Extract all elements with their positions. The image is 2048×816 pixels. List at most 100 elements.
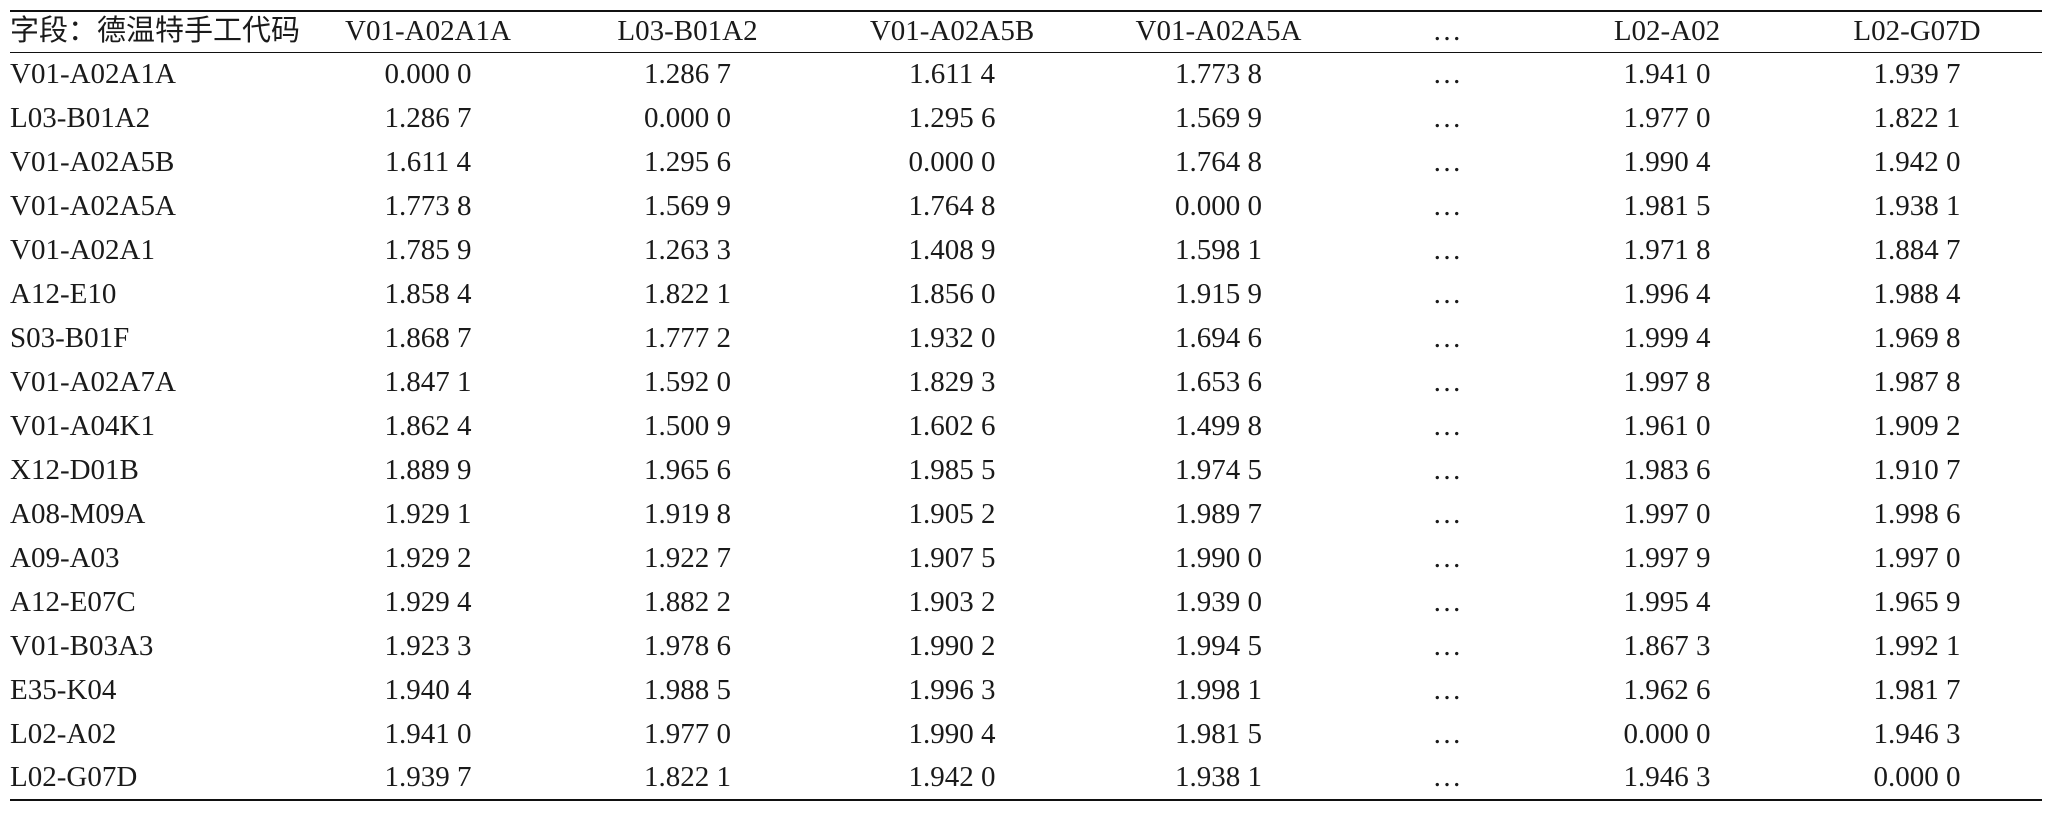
table-cell: 0.000 0 [1175, 189, 1262, 222]
table-cell: … [1432, 409, 1462, 442]
table-cell: 1.862 4 [384, 409, 472, 442]
table-row: A08-M09A 1.929 1 1.919 8 1.905 2 1.989 7 … 1.9… [10, 492, 2042, 536]
row-label: X12-D01B [10, 453, 139, 486]
table-row: X12-D01B 1.889 9 1.965 6 1.985 5 1.974 5 … 1.9… [10, 448, 2042, 492]
table-cell: 1.998 6 [1873, 497, 1961, 530]
table-cell: 1.996 4 [1623, 277, 1711, 310]
table-cell: 1.905 2 [908, 497, 996, 530]
table-cell: 1.785 9 [384, 233, 472, 266]
table-cell: 1.987 8 [1873, 365, 1961, 398]
table-cell: 1.903 2 [908, 585, 996, 618]
table-cell: 1.965 9 [1873, 585, 1961, 618]
header-row: 字段：德温特手工代码 V01-A02A1A L03-B01A2 V01-A02A5B… [10, 10, 2042, 53]
table-row: V01-A02A7A 1.847 1 1.592 0 1.829 3 1.653 6 … 1… [10, 360, 2042, 404]
column-header: V01-A02A1A [300, 10, 556, 53]
table-cell: 1.997 0 [1623, 497, 1711, 530]
table-cell: 1.773 8 [384, 189, 472, 222]
column-header: … [1352, 10, 1542, 53]
table-cell: … [1432, 321, 1462, 354]
table-row: E35-K04 1.940 4 1.988 5 1.996 3 1.998 1 … 1.96… [10, 668, 2042, 712]
table-cell: … [1432, 189, 1462, 222]
table-cell: 1.939 7 [300, 756, 556, 801]
table-cell: 1.994 5 [1175, 629, 1262, 662]
table-cell: 1.909 2 [1873, 409, 1961, 442]
table-cell: 1.856 0 [908, 277, 996, 310]
table-cell: 1.822 1 [644, 277, 731, 310]
table-cell: 1.992 1 [1873, 629, 1961, 662]
table-cell: 1.941 0 [384, 717, 472, 750]
table-row: V01-A02A1 1.785 9 1.263 3 1.408 9 1.598 1 … 1.… [10, 228, 2042, 272]
table-cell: 0.000 0 [644, 101, 731, 134]
table-cell: … [1432, 717, 1462, 750]
table-cell: 1.569 9 [1175, 101, 1262, 134]
table-row: V01-A02A5B 1.611 4 1.295 6 0.000 0 1.764 8 … 1… [10, 140, 2042, 184]
table-cell: … [1432, 497, 1462, 530]
table-cell: 1.941 0 [1623, 57, 1711, 90]
table-cell: 1.929 1 [384, 497, 472, 530]
table-cell: 1.868 7 [384, 321, 472, 354]
table-cell: 1.929 4 [384, 585, 472, 618]
table-cell: … [1432, 233, 1462, 266]
table-cell: 1.829 3 [908, 365, 996, 398]
row-label: V01-A02A7A [10, 365, 176, 398]
table-cell: 1.938 1 [1085, 756, 1352, 801]
table-cell: 1.500 9 [644, 409, 731, 442]
table-cell: 1.923 3 [384, 629, 472, 662]
table-cell: 1.977 0 [1623, 101, 1711, 134]
table-cell: 1.990 2 [908, 629, 996, 662]
table-cell: … [1432, 629, 1462, 662]
table-row: A12-E07C 1.929 4 1.882 2 1.903 2 1.939 0 … 1.9… [10, 580, 2042, 624]
table-cell: 1.965 6 [644, 453, 731, 486]
table-cell: 1.764 8 [1175, 145, 1262, 178]
table-cell: 1.974 5 [1175, 453, 1262, 486]
table-cell: 1.942 0 [1873, 145, 1961, 178]
table-cell: 1.985 5 [908, 453, 996, 486]
table-cell: 1.981 5 [1175, 717, 1262, 750]
row-label: A08-M09A [10, 497, 146, 530]
table-cell: 1.295 6 [908, 101, 996, 134]
table-cell: 1.997 8 [1623, 365, 1711, 398]
table-cell: 1.962 6 [1623, 673, 1711, 706]
table-body: V01-A02A1A 0.000 0 1.286 7 1.611 4 1.773 8… 1… [10, 52, 2042, 801]
table-cell: 1.939 7 [1873, 57, 1961, 90]
table-cell: 1.977 0 [644, 717, 731, 750]
row-label: A09-A03 [10, 541, 120, 574]
table-cell: … [1432, 101, 1462, 134]
table-cell: 1.867 3 [1623, 629, 1711, 662]
table-cell: 1.847 1 [384, 365, 472, 398]
table-cell: 1.997 9 [1623, 541, 1711, 574]
table-cell: 1.907 5 [908, 541, 996, 574]
table-cell: 1.942 0 [819, 756, 1085, 801]
table-cell: 1.990 4 [1623, 145, 1711, 178]
table-cell: 1.611 4 [909, 57, 995, 90]
table-row: V01-A02A5A 1.773 8 1.569 9 1.764 8 0.000 0 … 1… [10, 184, 2042, 228]
row-label: V01-A02A1 [10, 233, 155, 266]
row-label: V01-A02A5A [10, 189, 176, 222]
table-cell: 0.000 0 [1623, 717, 1711, 750]
table-cell: 1.694 6 [1175, 321, 1262, 354]
table-cell: 1.939 0 [1175, 585, 1262, 618]
table-cell: 1.263 3 [644, 233, 731, 266]
table-cell: … [1432, 57, 1462, 90]
row-label: V01-B03A3 [10, 629, 154, 662]
table-cell: 1.995 4 [1623, 585, 1711, 618]
table-cell: 1.611 4 [385, 145, 471, 178]
table-cell: … [1432, 145, 1462, 178]
table-cell: 1.919 8 [644, 497, 731, 530]
table-cell: 1.653 6 [1175, 365, 1262, 398]
table-cell: 1.990 0 [1175, 541, 1262, 574]
distance-matrix-table: 字段：德温特手工代码 V01-A02A1A L03-B01A2 V01-A02A5B… [10, 10, 2042, 801]
row-label: L03-B01A2 [10, 101, 151, 134]
table-cell: 1.978 6 [644, 629, 731, 662]
table-cell: 1.988 4 [1873, 277, 1961, 310]
table-cell: 0.000 0 [384, 57, 472, 90]
table-cell: … [1352, 756, 1542, 801]
table-cell: 1.777 2 [644, 321, 731, 354]
column-header: V01-A02A5A [1085, 10, 1352, 53]
table-cell: 1.915 9 [1175, 277, 1262, 310]
table-cell: … [1432, 453, 1462, 486]
table-cell: 1.932 0 [908, 321, 996, 354]
table-cell: 1.858 4 [384, 277, 472, 310]
distance-matrix-table-container: 字段：德温特手工代码 V01-A02A1A L03-B01A2 V01-A02A5B… [10, 10, 2042, 801]
table-cell: 1.999 4 [1623, 321, 1711, 354]
